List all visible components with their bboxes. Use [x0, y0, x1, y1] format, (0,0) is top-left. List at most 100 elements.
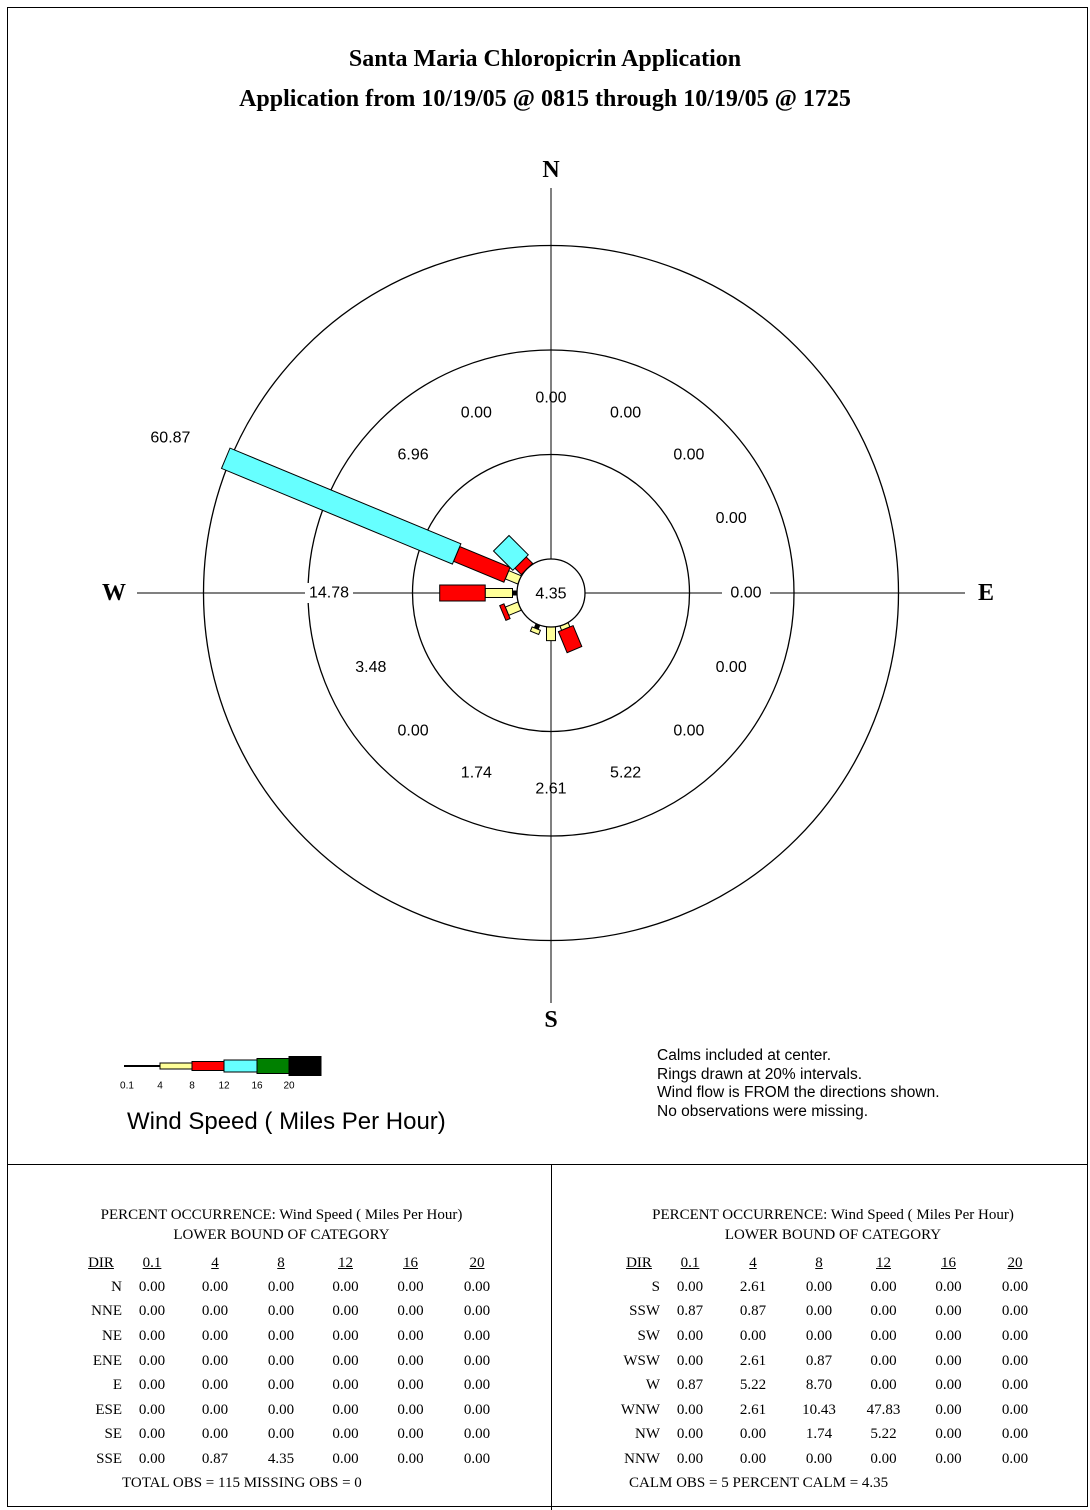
value-cell: 0.00: [805, 1327, 833, 1344]
bar-s-bin-4: [546, 626, 556, 642]
value-cell: 0.00: [1001, 1401, 1029, 1418]
table-heading: PERCENT OCCURRENCE: Wind Speed ( Miles P…: [100, 1207, 463, 1223]
value-cell: 0.00: [935, 1401, 962, 1418]
value-cell: 0.00: [1001, 1352, 1029, 1369]
direction-total-se: 0.00: [673, 722, 704, 739]
value-cell: 0.00: [1001, 1426, 1029, 1443]
direction-total-e: 0.00: [730, 585, 761, 602]
value-cell: 0.00: [805, 1303, 833, 1320]
direction-cell: W: [645, 1377, 660, 1394]
column-header: 12: [338, 1254, 353, 1271]
table-row: SSW 0.87 0.87 0.00 0.00 0.00 0.00: [618, 1300, 1048, 1325]
bar-nw-bin-12: [492, 534, 530, 572]
value-cell: 2.61: [739, 1401, 767, 1418]
value-cell: 1.74: [805, 1426, 833, 1443]
value-cell: 0.00: [463, 1450, 491, 1467]
direction-total-n: 0.00: [535, 390, 566, 407]
wind-rose-plot: N S W E 4.35 0.00 0.00 0.00 0.00 0.00 0.00 0.00 5.22…: [102, 157, 994, 1092]
value-cell: 0.00: [935, 1327, 962, 1344]
compass-north-label: N: [542, 157, 560, 183]
value-cell: 0.00: [267, 1278, 295, 1295]
direction-cell: NNW: [624, 1450, 660, 1467]
value-cell: 0.00: [676, 1450, 704, 1467]
note-line: Calms included at center.: [657, 1047, 832, 1064]
table-row: W 0.87 5.22 8.70 0.00 0.00 0.00: [618, 1373, 1048, 1398]
chart-notes: Calms included at center. Rings drawn at…: [657, 1047, 940, 1121]
value-cell: 0.00: [138, 1327, 166, 1344]
value-cell: 0.00: [332, 1352, 359, 1369]
value-cell: 4.35: [267, 1450, 295, 1467]
column-header: 0.1: [142, 1254, 162, 1271]
table-subheading: LOWER BOUND OF CATEGORY: [173, 1227, 390, 1243]
direction-total-s: 2.61: [535, 781, 566, 798]
chart-subtitle: Application from 10/19/05 @ 0815 through…: [239, 86, 851, 112]
calm-percent-label: 4.35: [535, 586, 566, 603]
value-cell: 0.00: [138, 1377, 166, 1394]
direction-cell: NW: [635, 1426, 660, 1443]
table-row: ENE 0.00 0.00 0.00 0.00 0.00 0.00: [80, 1349, 510, 1374]
legend-segment-bin-4: [159, 1062, 193, 1070]
value-cell: 47.83: [866, 1401, 901, 1418]
table-row: SW 0.00 0.00 0.00 0.00 0.00 0.00: [618, 1324, 1048, 1349]
value-cell: 0.00: [463, 1352, 491, 1369]
direction-cell: WSW: [623, 1352, 660, 1369]
column-header: 12: [876, 1254, 891, 1271]
bar-wnw-bin-12: [220, 447, 462, 565]
column-header: 4: [211, 1254, 219, 1271]
value-cell: 0.00: [935, 1377, 962, 1394]
legend-segment-bin-20: [288, 1056, 322, 1076]
chart-title: Santa Maria Chloropicrin Application: [348, 46, 742, 72]
value-cell: 0.00: [870, 1450, 897, 1467]
direction-cell: SSW: [629, 1303, 660, 1320]
frequency-table: DIR 0.1 4 8 12 16 20 S 0.00 2.61 0.00 0.00 0.00 0.00…: [618, 1251, 1048, 1472]
value-cell: 8.70: [805, 1377, 833, 1394]
table-row: E 0.00 0.00 0.00 0.00 0.00 0.00: [80, 1373, 510, 1398]
table-row: SE 0.00 0.00 0.00 0.00 0.00 0.00: [80, 1423, 510, 1448]
direction-cell: N: [111, 1278, 122, 1295]
value-cell: 5.22: [870, 1426, 897, 1443]
column-header: DIR: [88, 1254, 114, 1271]
value-cell: 0.00: [463, 1377, 491, 1394]
compass-south-label: S: [544, 1007, 557, 1033]
value-cell: 0.00: [676, 1327, 704, 1344]
note-line: No observations were missing.: [657, 1102, 869, 1120]
direction-cell: E: [112, 1377, 122, 1394]
value-cell: 0.00: [1001, 1450, 1029, 1467]
legend-tick-label: 12: [218, 1081, 230, 1092]
value-cell: 0.00: [201, 1352, 229, 1369]
value-cell: 0.00: [201, 1426, 229, 1443]
legend-title: Wind Speed ( Miles Per Hour): [127, 1108, 446, 1135]
column-header: 0.1: [680, 1254, 700, 1271]
bar-w-bin-4: [484, 588, 513, 598]
direction-total-wnw: 60.87: [150, 429, 190, 446]
value-cell: 0.00: [267, 1377, 295, 1394]
legend-tick-label: 20: [283, 1081, 295, 1092]
value-cell: 0.00: [463, 1278, 491, 1295]
value-cell: 0.00: [1001, 1303, 1029, 1320]
table-row: S 0.00 2.61 0.00 0.00 0.00 0.00: [618, 1275, 1048, 1300]
bar-ssw-bin-4: [529, 626, 542, 636]
value-cell: 0.00: [332, 1327, 359, 1344]
direction-cell: SE: [104, 1426, 122, 1443]
direction-total-wsw: 3.48: [355, 659, 386, 676]
direction-cell: ESE: [95, 1401, 122, 1418]
value-cell: 10.43: [802, 1401, 836, 1418]
direction-cell: NNE: [91, 1303, 122, 1320]
value-cell: 0.00: [397, 1426, 424, 1443]
value-cell: 0.00: [138, 1401, 166, 1418]
value-cell: 0.00: [397, 1450, 424, 1467]
table-row: WSW 0.00 2.61 0.87 0.00 0.00 0.00: [618, 1349, 1048, 1374]
table-body: S 0.00 2.61 0.00 0.00 0.00 0.00 SSW 0.87 0.87 0.00…: [618, 1275, 1048, 1472]
value-cell: 0.00: [870, 1377, 897, 1394]
value-cell: 0.00: [267, 1303, 295, 1320]
value-cell: 0.00: [739, 1450, 767, 1467]
value-cell: 0.00: [463, 1327, 491, 1344]
compass-west-label: W: [102, 580, 126, 606]
column-header: 4: [749, 1254, 757, 1271]
direction-cell: WNW: [620, 1401, 660, 1418]
legend-segment-bin-12: [223, 1059, 258, 1073]
value-cell: 0.00: [1001, 1327, 1029, 1344]
value-cell: 2.61: [739, 1352, 767, 1369]
table-row: NNE 0.00 0.00 0.00 0.00 0.00 0.00: [80, 1300, 510, 1325]
value-cell: 0.00: [463, 1303, 491, 1320]
